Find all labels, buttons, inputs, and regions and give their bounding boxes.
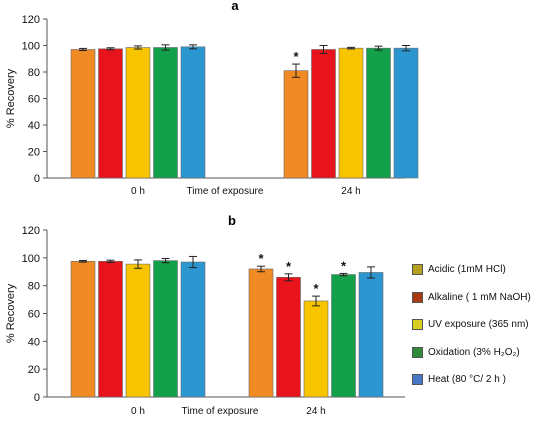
significance-marker: *: [258, 251, 264, 266]
y-tick-label: 40: [28, 336, 40, 348]
bar: [331, 274, 356, 398]
legend-swatch: [412, 291, 423, 303]
y-tick-label: 20: [28, 364, 40, 376]
y-tick-label: 120: [22, 14, 40, 26]
y-tick-label: 60: [28, 94, 40, 106]
significance-marker: *: [286, 259, 292, 274]
y-axis-label: % Recovery: [5, 68, 17, 128]
y-tick-label: 80: [28, 67, 40, 79]
y-tick-label: 100: [22, 41, 40, 53]
bar: [98, 261, 123, 398]
legend-swatch: [412, 374, 423, 385]
bar: [358, 272, 384, 398]
y-tick-label: 120: [22, 225, 40, 237]
y-tick-label: 0: [34, 173, 40, 185]
legend-item: Oxidation (3% H₂O₂): [412, 345, 550, 360]
bar: [303, 300, 329, 398]
x-axis-label: Time of exposure: [182, 406, 259, 417]
panel-label: b: [228, 213, 236, 228]
legend-item: Acidic (1mM HCl): [412, 262, 550, 277]
legend: Acidic (1mM HCl) Alkaline ( 1 mM NaOH) U…: [412, 262, 550, 400]
legend-label: Alkaline ( 1 mM NaOH): [428, 291, 531, 303]
x-tick-label: 0 h: [131, 186, 145, 197]
legend-item: Heat (80 °C/ 2 h ): [412, 372, 550, 387]
bar: [153, 47, 178, 179]
y-tick-label: 40: [28, 120, 40, 132]
bar: [393, 47, 419, 179]
bar: [248, 268, 274, 398]
legend-label: Heat (80 °C/ 2 h ): [428, 374, 506, 385]
legend-label: Acidic (1mM HCl): [428, 264, 506, 275]
bar: [283, 70, 309, 179]
y-tick-label: 20: [28, 147, 40, 159]
bar: [180, 261, 206, 398]
x-tick-label: 24 h: [306, 406, 325, 417]
legend-item: Alkaline ( 1 mM NaOH): [412, 290, 550, 305]
bar: [338, 47, 364, 179]
bar: [180, 46, 206, 179]
bar: [125, 47, 151, 179]
significance-marker: *: [313, 281, 319, 296]
legend-label: UV exposure (365 nm): [428, 319, 529, 330]
legend-swatch: [412, 346, 423, 358]
panel-label: a: [231, 0, 239, 13]
legend-swatch: [412, 264, 423, 275]
bar: [366, 47, 391, 179]
significance-marker: *: [341, 258, 347, 273]
bar: [311, 49, 336, 179]
y-tick-label: 80: [28, 281, 40, 293]
legend-item: UV exposure (365 nm): [412, 317, 550, 332]
bar: [276, 277, 301, 398]
x-axis-label: Time of exposure: [187, 186, 264, 197]
y-axis-label: % Recovery: [5, 283, 17, 343]
x-tick-label: 24 h: [341, 186, 360, 197]
legend-swatch: [412, 319, 423, 330]
bar: [70, 261, 96, 398]
y-tick-label: 0: [34, 392, 40, 404]
legend-label: Oxidation (3% H₂O₂): [428, 346, 520, 358]
y-tick-label: 60: [28, 309, 40, 321]
bar: [98, 48, 123, 179]
bar: [70, 49, 96, 179]
x-tick-label: 0 h: [131, 406, 145, 417]
y-tick-label: 100: [22, 253, 40, 265]
significance-marker: *: [293, 49, 299, 64]
bar: [153, 260, 178, 398]
bar: [125, 263, 151, 398]
